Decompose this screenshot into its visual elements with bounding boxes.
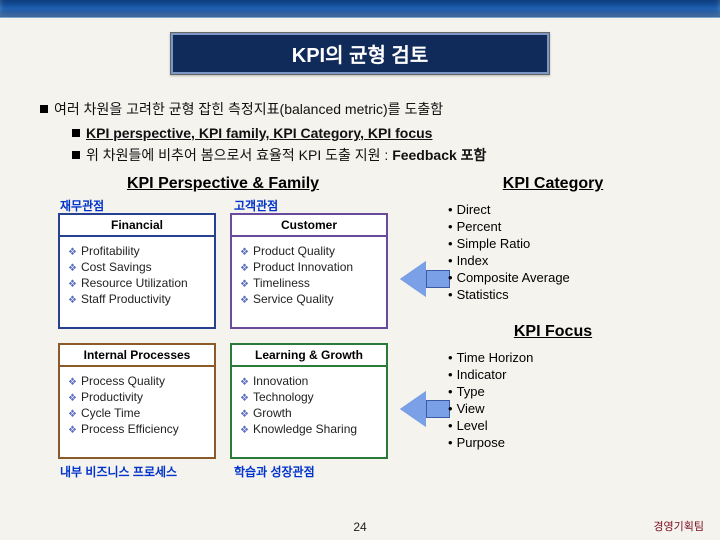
diamond-icon: ❖	[240, 393, 249, 404]
list-item: ❖Staff Productivity	[68, 291, 208, 307]
list-item: •Direct	[448, 201, 664, 218]
bullet-sub2-bold: Feedback 포함	[392, 147, 486, 163]
decorative-top-stripe	[0, 0, 720, 18]
kpi-focus-list: •Time Horizon •Indicator •Type •View •Le…	[448, 349, 664, 451]
list-item: •Purpose	[448, 434, 664, 451]
perspective-family-group: KPI Perspective & Family 재무관점 고객관점 Finan…	[58, 175, 388, 195]
quad-customer-header: Customer	[232, 215, 386, 237]
list-item: •Time Horizon	[448, 349, 664, 366]
slide-title-box: KPI의 균형 검토	[170, 32, 550, 75]
diamond-icon: ❖	[68, 263, 77, 274]
bullet-sub1-text: KPI perspective, KPI family, KPI Categor…	[86, 125, 432, 141]
list-item: ❖Product Quality	[240, 243, 380, 259]
bullet-main-text: 여러 차원을 고려한 균형 잡힌 측정지표(balanced metric)를 …	[54, 101, 443, 117]
list-item: •Percent	[448, 218, 664, 235]
list-item: ❖Service Quality	[240, 291, 380, 307]
bullet-square-icon	[72, 151, 80, 159]
list-item: ❖Process Quality	[68, 373, 208, 389]
diamond-icon: ❖	[240, 409, 249, 420]
perspective-family-title: KPI Perspective & Family	[58, 175, 388, 193]
footer-credit: 경영기획팀	[653, 518, 704, 534]
quad-customer: Customer ❖Product Quality ❖Product Innov…	[230, 213, 388, 329]
quad-lg-header: Learning & Growth	[232, 345, 386, 367]
label-internal-ko: 내부 비즈니스 프로세스	[60, 463, 177, 480]
list-item: ❖Innovation	[240, 373, 380, 389]
list-item: •Simple Ratio	[448, 235, 664, 252]
diamond-icon: ❖	[240, 247, 249, 258]
list-item: ❖Growth	[240, 405, 380, 421]
diamond-icon: ❖	[68, 393, 77, 404]
quad-financial-list: ❖Profitability ❖Cost Savings ❖Resource U…	[60, 237, 214, 315]
list-item: •Level	[448, 417, 664, 434]
diamond-icon: ❖	[68, 247, 77, 258]
bullet-sub1: KPI perspective, KPI family, KPI Categor…	[72, 125, 686, 141]
list-item: ❖Knowledge Sharing	[240, 421, 380, 437]
page-number: 24	[0, 520, 720, 534]
diamond-icon: ❖	[68, 377, 77, 388]
diamond-icon: ❖	[68, 279, 77, 290]
quad-learning-growth: Learning & Growth ❖Innovation ❖Technolog…	[230, 343, 388, 459]
diamond-icon: ❖	[68, 295, 77, 306]
list-item: •View	[448, 400, 664, 417]
label-financial-ko: 재무관점	[60, 197, 104, 214]
diamond-icon: ❖	[240, 377, 249, 388]
bullet-square-icon	[72, 129, 80, 137]
list-item: ❖Process Efficiency	[68, 421, 208, 437]
list-item: •Composite Average	[448, 269, 664, 286]
diamond-icon: ❖	[240, 425, 249, 436]
list-item: ❖Profitability	[68, 243, 208, 259]
arrow-left-icon	[400, 391, 426, 427]
label-learning-ko: 학습과 성장관점	[234, 463, 315, 480]
bullet-square-icon	[40, 105, 48, 113]
list-item: •Type	[448, 383, 664, 400]
diamond-icon: ❖	[68, 425, 77, 436]
diamond-icon: ❖	[240, 295, 249, 306]
label-customer-ko: 고객관점	[234, 197, 278, 214]
list-item: ❖Productivity	[68, 389, 208, 405]
list-item: ❖Cost Savings	[68, 259, 208, 275]
kpi-focus-title: KPI Focus	[442, 323, 664, 341]
list-item: •Indicator	[448, 366, 664, 383]
list-item: ❖Product Innovation	[240, 259, 380, 275]
kpi-category-title: KPI Category	[442, 175, 664, 193]
diamond-icon: ❖	[240, 279, 249, 290]
list-item: •Statistics	[448, 286, 664, 303]
arrow-left-icon	[400, 261, 426, 297]
quad-ip-header: Internal Processes	[60, 345, 214, 367]
list-item: ❖Cycle Time	[68, 405, 208, 421]
list-item: •Index	[448, 252, 664, 269]
diamond-icon: ❖	[68, 409, 77, 420]
bullet-sub2-pre: 위 차원들에 비추어 봄으로서 효율적 KPI 도출 지원 :	[86, 147, 392, 163]
quad-internal-processes: Internal Processes ❖Process Quality ❖Pro…	[58, 343, 216, 459]
quad-ip-list: ❖Process Quality ❖Productivity ❖Cycle Ti…	[60, 367, 214, 445]
list-item: ❖Timeliness	[240, 275, 380, 291]
list-item: ❖Resource Utilization	[68, 275, 208, 291]
bullet-block: 여러 차원을 고려한 균형 잡힌 측정지표(balanced metric)를 …	[40, 99, 686, 165]
slide-title: KPI의 균형 검토	[292, 45, 428, 67]
quad-lg-list: ❖Innovation ❖Technology ❖Growth ❖Knowled…	[232, 367, 386, 445]
bullet-sub2: 위 차원들에 비추어 봄으로서 효율적 KPI 도출 지원 : Feedback…	[72, 145, 686, 165]
kpi-category-list: •Direct •Percent •Simple Ratio •Index •C…	[448, 201, 664, 303]
quad-financial-header: Financial	[60, 215, 214, 237]
quad-customer-list: ❖Product Quality ❖Product Innovation ❖Ti…	[232, 237, 386, 315]
diamond-icon: ❖	[240, 263, 249, 274]
quad-financial: Financial ❖Profitability ❖Cost Savings ❖…	[58, 213, 216, 329]
list-item: ❖Technology	[240, 389, 380, 405]
bullet-main: 여러 차원을 고려한 균형 잡힌 측정지표(balanced metric)를 …	[40, 99, 686, 119]
category-focus-group: KPI Category •Direct •Percent •Simple Ra…	[442, 175, 664, 451]
